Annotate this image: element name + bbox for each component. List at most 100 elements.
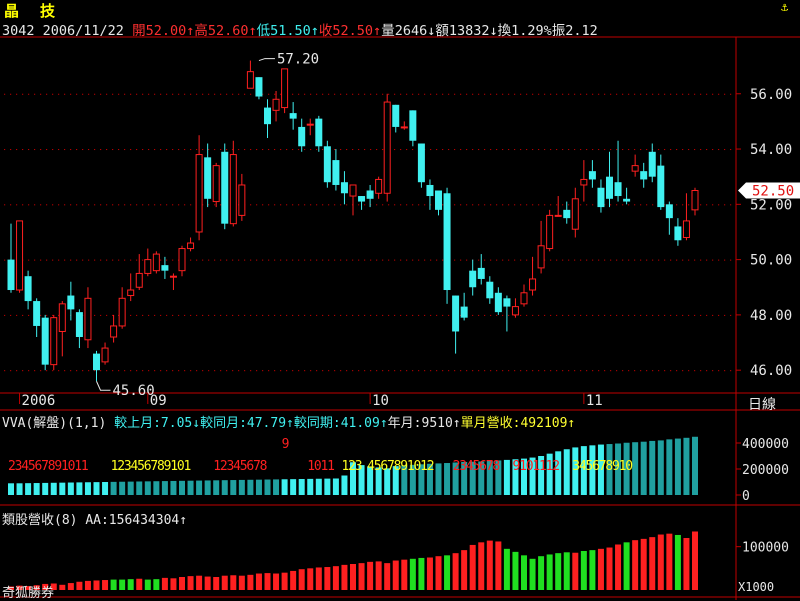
price-gridline-dot bbox=[484, 370, 486, 372]
price-gridline-dot bbox=[712, 93, 714, 95]
price-gridline-dot bbox=[430, 259, 432, 261]
price-gridline-dot bbox=[520, 204, 522, 206]
price-gridline-dot bbox=[70, 149, 72, 151]
price-gridline-dot bbox=[154, 370, 156, 372]
price-gridline-dot bbox=[406, 93, 408, 95]
price-gridline-dot bbox=[454, 370, 456, 372]
industry-revenue-bar bbox=[264, 573, 271, 590]
price-gridline-dot bbox=[88, 370, 90, 372]
price-gridline-dot bbox=[664, 149, 666, 151]
candle-body-up bbox=[529, 278, 537, 291]
industry-revenue-bar bbox=[692, 531, 698, 590]
price-gridline-dot bbox=[670, 149, 672, 151]
price-gridline-dot bbox=[484, 93, 486, 95]
candle-body-down bbox=[340, 182, 348, 194]
price-gridline-dot bbox=[286, 149, 288, 151]
price-gridline-dot bbox=[478, 93, 480, 95]
candlestick-series: 57.20 45.60 bbox=[7, 52, 699, 399]
price-gridline-dot bbox=[352, 314, 354, 316]
price-gridline-dot bbox=[412, 149, 414, 151]
price-gridline-dot bbox=[160, 259, 162, 261]
vva-month-digit-run: 12345678 bbox=[213, 459, 266, 474]
candle-body-up bbox=[691, 190, 699, 211]
price-gridline-dot bbox=[670, 370, 672, 372]
price-gridline-dot bbox=[238, 370, 240, 372]
candle-body-down bbox=[67, 295, 75, 310]
price-gridline-dot bbox=[220, 314, 222, 316]
industry-revenue-bar bbox=[623, 542, 630, 590]
candle-body-down bbox=[255, 77, 263, 97]
price-gridline-dot bbox=[262, 204, 264, 206]
price-gridline-dot bbox=[94, 370, 96, 372]
price-gridline-dot bbox=[58, 314, 60, 316]
price-gridline-dot bbox=[316, 370, 318, 372]
price-gridline-dot bbox=[322, 149, 324, 151]
price-gridline-dot bbox=[100, 314, 102, 316]
price-gridline-dot bbox=[40, 93, 42, 95]
price-gridline-dot bbox=[640, 370, 642, 372]
price-gridline-dot bbox=[364, 370, 366, 372]
price-gridline-dot bbox=[106, 149, 108, 151]
industry-revenue-bar bbox=[401, 559, 408, 590]
price-gridline-dot bbox=[670, 314, 672, 316]
price-gridline-dot bbox=[10, 370, 12, 372]
industry-revenue-bar bbox=[119, 579, 126, 590]
price-gridline-dot bbox=[172, 204, 174, 206]
price-gridline-dot bbox=[262, 314, 264, 316]
price-gridline-dot bbox=[304, 370, 306, 372]
price-gridline-dot bbox=[124, 204, 126, 206]
price-gridline-dot bbox=[214, 259, 216, 261]
price-gridline-dot bbox=[664, 93, 666, 95]
candle-body-down bbox=[665, 204, 673, 219]
price-gridline-dot bbox=[418, 314, 420, 316]
price-gridline-dot bbox=[214, 370, 216, 372]
price-gridline-dot bbox=[196, 370, 198, 372]
price-gridline-dot bbox=[178, 93, 180, 95]
industry-revenue-title[interactable]: 類股營收(8) bbox=[2, 513, 78, 528]
price-gridline-dot bbox=[418, 259, 420, 261]
price-gridline-dot bbox=[640, 314, 642, 316]
candle-body-up bbox=[554, 214, 562, 217]
candle-body-down bbox=[417, 143, 425, 183]
price-gridline-dot bbox=[124, 149, 126, 151]
date-unit-label[interactable]: 日線 bbox=[748, 397, 776, 413]
price-gridline-dot bbox=[184, 204, 186, 206]
price-gridline-dot bbox=[688, 204, 690, 206]
industry-revenue-bar bbox=[247, 574, 254, 590]
price-gridline-dot bbox=[544, 93, 546, 95]
candle-body-down bbox=[33, 301, 41, 326]
price-gridline-dot bbox=[544, 314, 546, 316]
turnover: 換1.29% bbox=[497, 23, 552, 39]
price-gridline-dot bbox=[160, 204, 162, 206]
price-gridline-dot bbox=[172, 370, 174, 372]
industry-revenue-bar bbox=[486, 540, 493, 590]
price-gridline-dot bbox=[364, 93, 366, 95]
industry-revenue-bar bbox=[444, 555, 451, 590]
price-gridline-dot bbox=[310, 93, 312, 95]
price-gridline-dot bbox=[100, 259, 102, 261]
price-gridline-dot bbox=[250, 93, 252, 95]
price-gridline-dot bbox=[592, 370, 594, 372]
price-gridline-dot bbox=[544, 204, 546, 206]
price-gridline-dot bbox=[154, 149, 156, 151]
price-gridline-dot bbox=[310, 370, 312, 372]
industry-revenue-bar bbox=[375, 561, 382, 590]
brand-label: 奇狐勝券 bbox=[2, 586, 55, 601]
industry-revenue-bar bbox=[452, 553, 459, 590]
price-gridline-dot bbox=[292, 370, 294, 372]
vva-title[interactable]: VVA(解盤)(1,1) bbox=[2, 416, 107, 431]
price-gridline-dot bbox=[568, 149, 570, 151]
vva-bar bbox=[495, 460, 502, 495]
price-gridline-dot bbox=[460, 259, 462, 261]
price-gridline-dot bbox=[700, 370, 702, 372]
anchor-icon[interactable]: ⚓ bbox=[781, 0, 789, 14]
price-gridline-dot bbox=[256, 149, 258, 151]
price-gridline-dot bbox=[166, 370, 168, 372]
price-gridline-dot bbox=[352, 370, 354, 372]
price-gridline-dot bbox=[274, 314, 276, 316]
price-gridline-dot bbox=[358, 314, 360, 316]
vva-bar bbox=[606, 444, 613, 495]
candle-body-down bbox=[606, 176, 613, 199]
candle-body-up bbox=[16, 220, 24, 291]
